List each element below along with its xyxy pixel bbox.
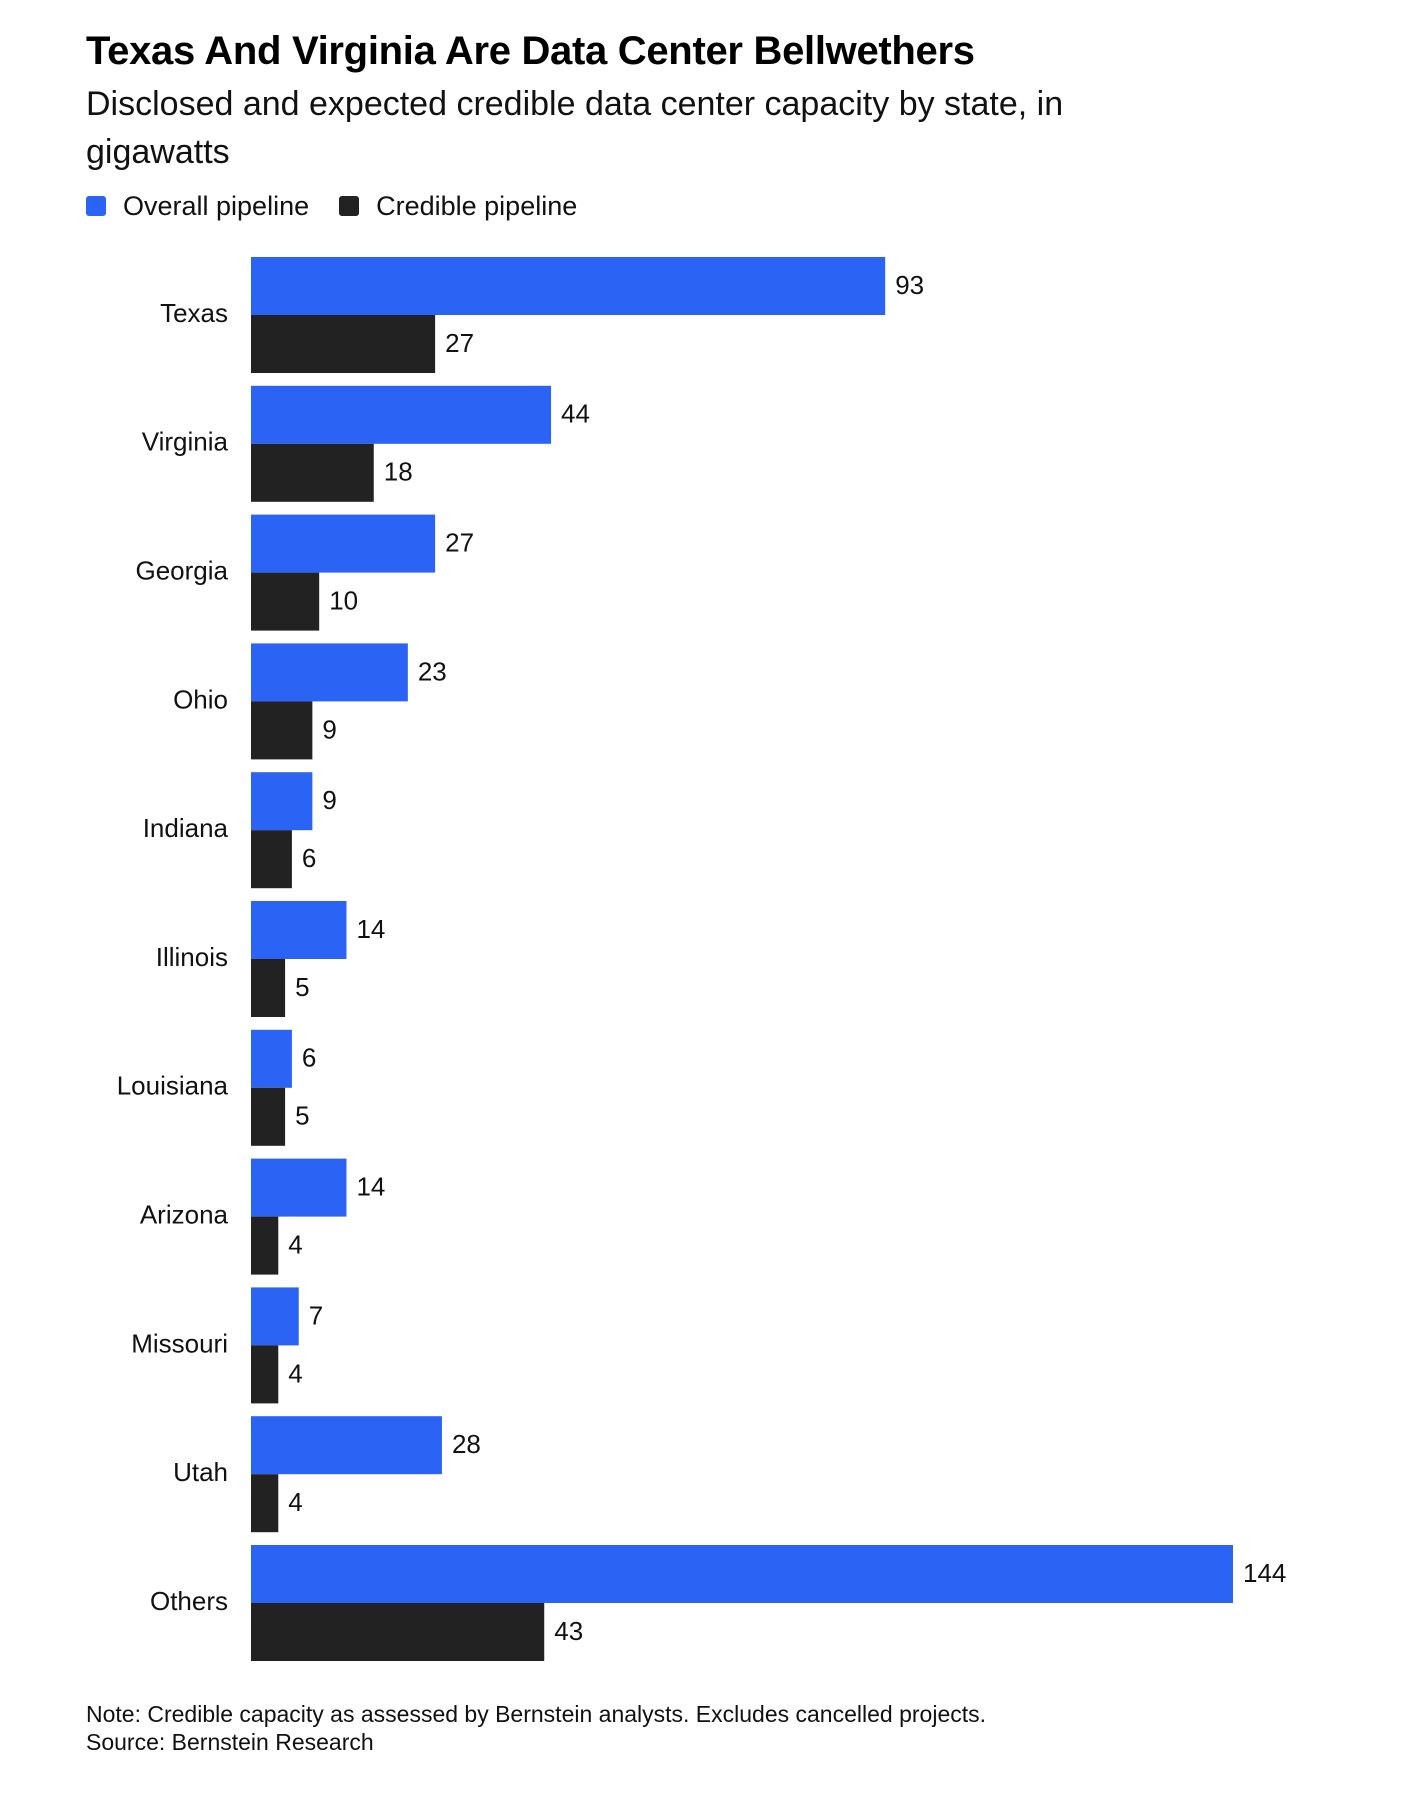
chart-title: Texas And Virginia Are Data Center Bellw… xyxy=(86,29,975,73)
chart-note: Note: Credible capacity as assessed by B… xyxy=(86,1701,987,1727)
category-label-texas: Texas xyxy=(160,298,228,328)
value-label-overall-texas: 93 xyxy=(895,270,924,300)
value-label-credible-missouri: 4 xyxy=(288,1358,302,1388)
bar-credible-louisiana xyxy=(251,1087,286,1146)
bar-credible-texas xyxy=(251,315,436,373)
value-label-credible-georgia: 10 xyxy=(329,585,358,615)
bar-credible-ohio xyxy=(251,701,313,760)
chart-subtitle: Disclosed and expected credible data cen… xyxy=(86,85,1064,171)
value-label-overall-illinois: 14 xyxy=(356,914,385,944)
bar-chart: Texas9327Virginia4418Georgia2710Ohio239I… xyxy=(117,257,1286,1661)
legend-swatch-overall xyxy=(86,196,106,216)
bar-credible-georgia xyxy=(251,572,320,631)
bar-credible-utah xyxy=(251,1474,279,1533)
bar-overall-virginia xyxy=(251,385,552,444)
value-label-overall-arizona: 14 xyxy=(356,1171,385,1201)
value-label-overall-utah: 28 xyxy=(452,1429,481,1459)
bar-overall-texas xyxy=(251,257,886,315)
value-label-credible-louisiana: 5 xyxy=(295,1101,309,1131)
bar-overall-louisiana xyxy=(251,1029,292,1088)
value-label-credible-indiana: 6 xyxy=(302,843,316,873)
bar-overall-missouri xyxy=(251,1287,299,1346)
category-label-georgia: Georgia xyxy=(136,555,229,585)
value-label-credible-utah: 4 xyxy=(288,1487,302,1517)
category-label-missouri: Missouri xyxy=(131,1328,228,1358)
bar-credible-others xyxy=(251,1603,545,1661)
category-label-ohio: Ohio xyxy=(173,684,228,714)
category-label-indiana: Indiana xyxy=(143,813,229,843)
value-label-credible-texas: 27 xyxy=(445,328,474,358)
bar-overall-illinois xyxy=(251,901,347,959)
value-label-overall-ohio: 23 xyxy=(418,656,447,686)
bar-credible-virginia xyxy=(251,443,374,502)
legend-label-credible: Credible pipeline xyxy=(376,190,578,221)
bar-credible-missouri xyxy=(251,1345,279,1404)
value-label-credible-ohio: 9 xyxy=(322,714,336,744)
value-label-credible-illinois: 5 xyxy=(295,972,309,1002)
category-label-illinois: Illinois xyxy=(156,942,228,972)
value-label-credible-arizona: 4 xyxy=(288,1229,302,1259)
value-label-overall-indiana: 9 xyxy=(322,785,336,815)
category-label-virginia: Virginia xyxy=(142,427,229,457)
bar-credible-illinois xyxy=(251,959,286,1017)
legend-swatch-credible xyxy=(339,196,360,216)
bar-overall-arizona xyxy=(251,1158,347,1217)
bar-credible-arizona xyxy=(251,1216,279,1275)
category-label-utah: Utah xyxy=(173,1457,228,1487)
legend-item-overall: Overall pipeline xyxy=(86,191,309,222)
category-label-others: Others xyxy=(150,1586,228,1616)
chart-source: Source: Bernstein Research xyxy=(86,1729,374,1755)
value-label-credible-virginia: 18 xyxy=(384,457,413,487)
bar-credible-indiana xyxy=(251,830,292,889)
value-label-credible-others: 43 xyxy=(554,1616,583,1646)
value-label-overall-virginia: 44 xyxy=(561,399,590,429)
footnote: Note: Credible capacity as assessed by B… xyxy=(86,1700,1386,1756)
bar-overall-indiana xyxy=(251,772,313,831)
bar-overall-ohio xyxy=(251,643,408,702)
bar-overall-georgia xyxy=(251,514,436,573)
value-label-overall-missouri: 7 xyxy=(309,1300,323,1330)
value-label-overall-others: 144 xyxy=(1243,1558,1286,1588)
category-label-arizona: Arizona xyxy=(140,1199,229,1229)
legend-item-credible: Credible pipeline xyxy=(339,191,577,222)
value-label-overall-georgia: 27 xyxy=(445,527,474,557)
category-label-louisiana: Louisiana xyxy=(117,1071,229,1101)
legend: Overall pipeline Credible pipeline xyxy=(86,186,607,226)
bar-overall-utah xyxy=(251,1416,442,1475)
legend-label-overall: Overall pipeline xyxy=(123,190,310,221)
value-label-overall-louisiana: 6 xyxy=(302,1043,316,1073)
bar-overall-others xyxy=(251,1545,1233,1603)
